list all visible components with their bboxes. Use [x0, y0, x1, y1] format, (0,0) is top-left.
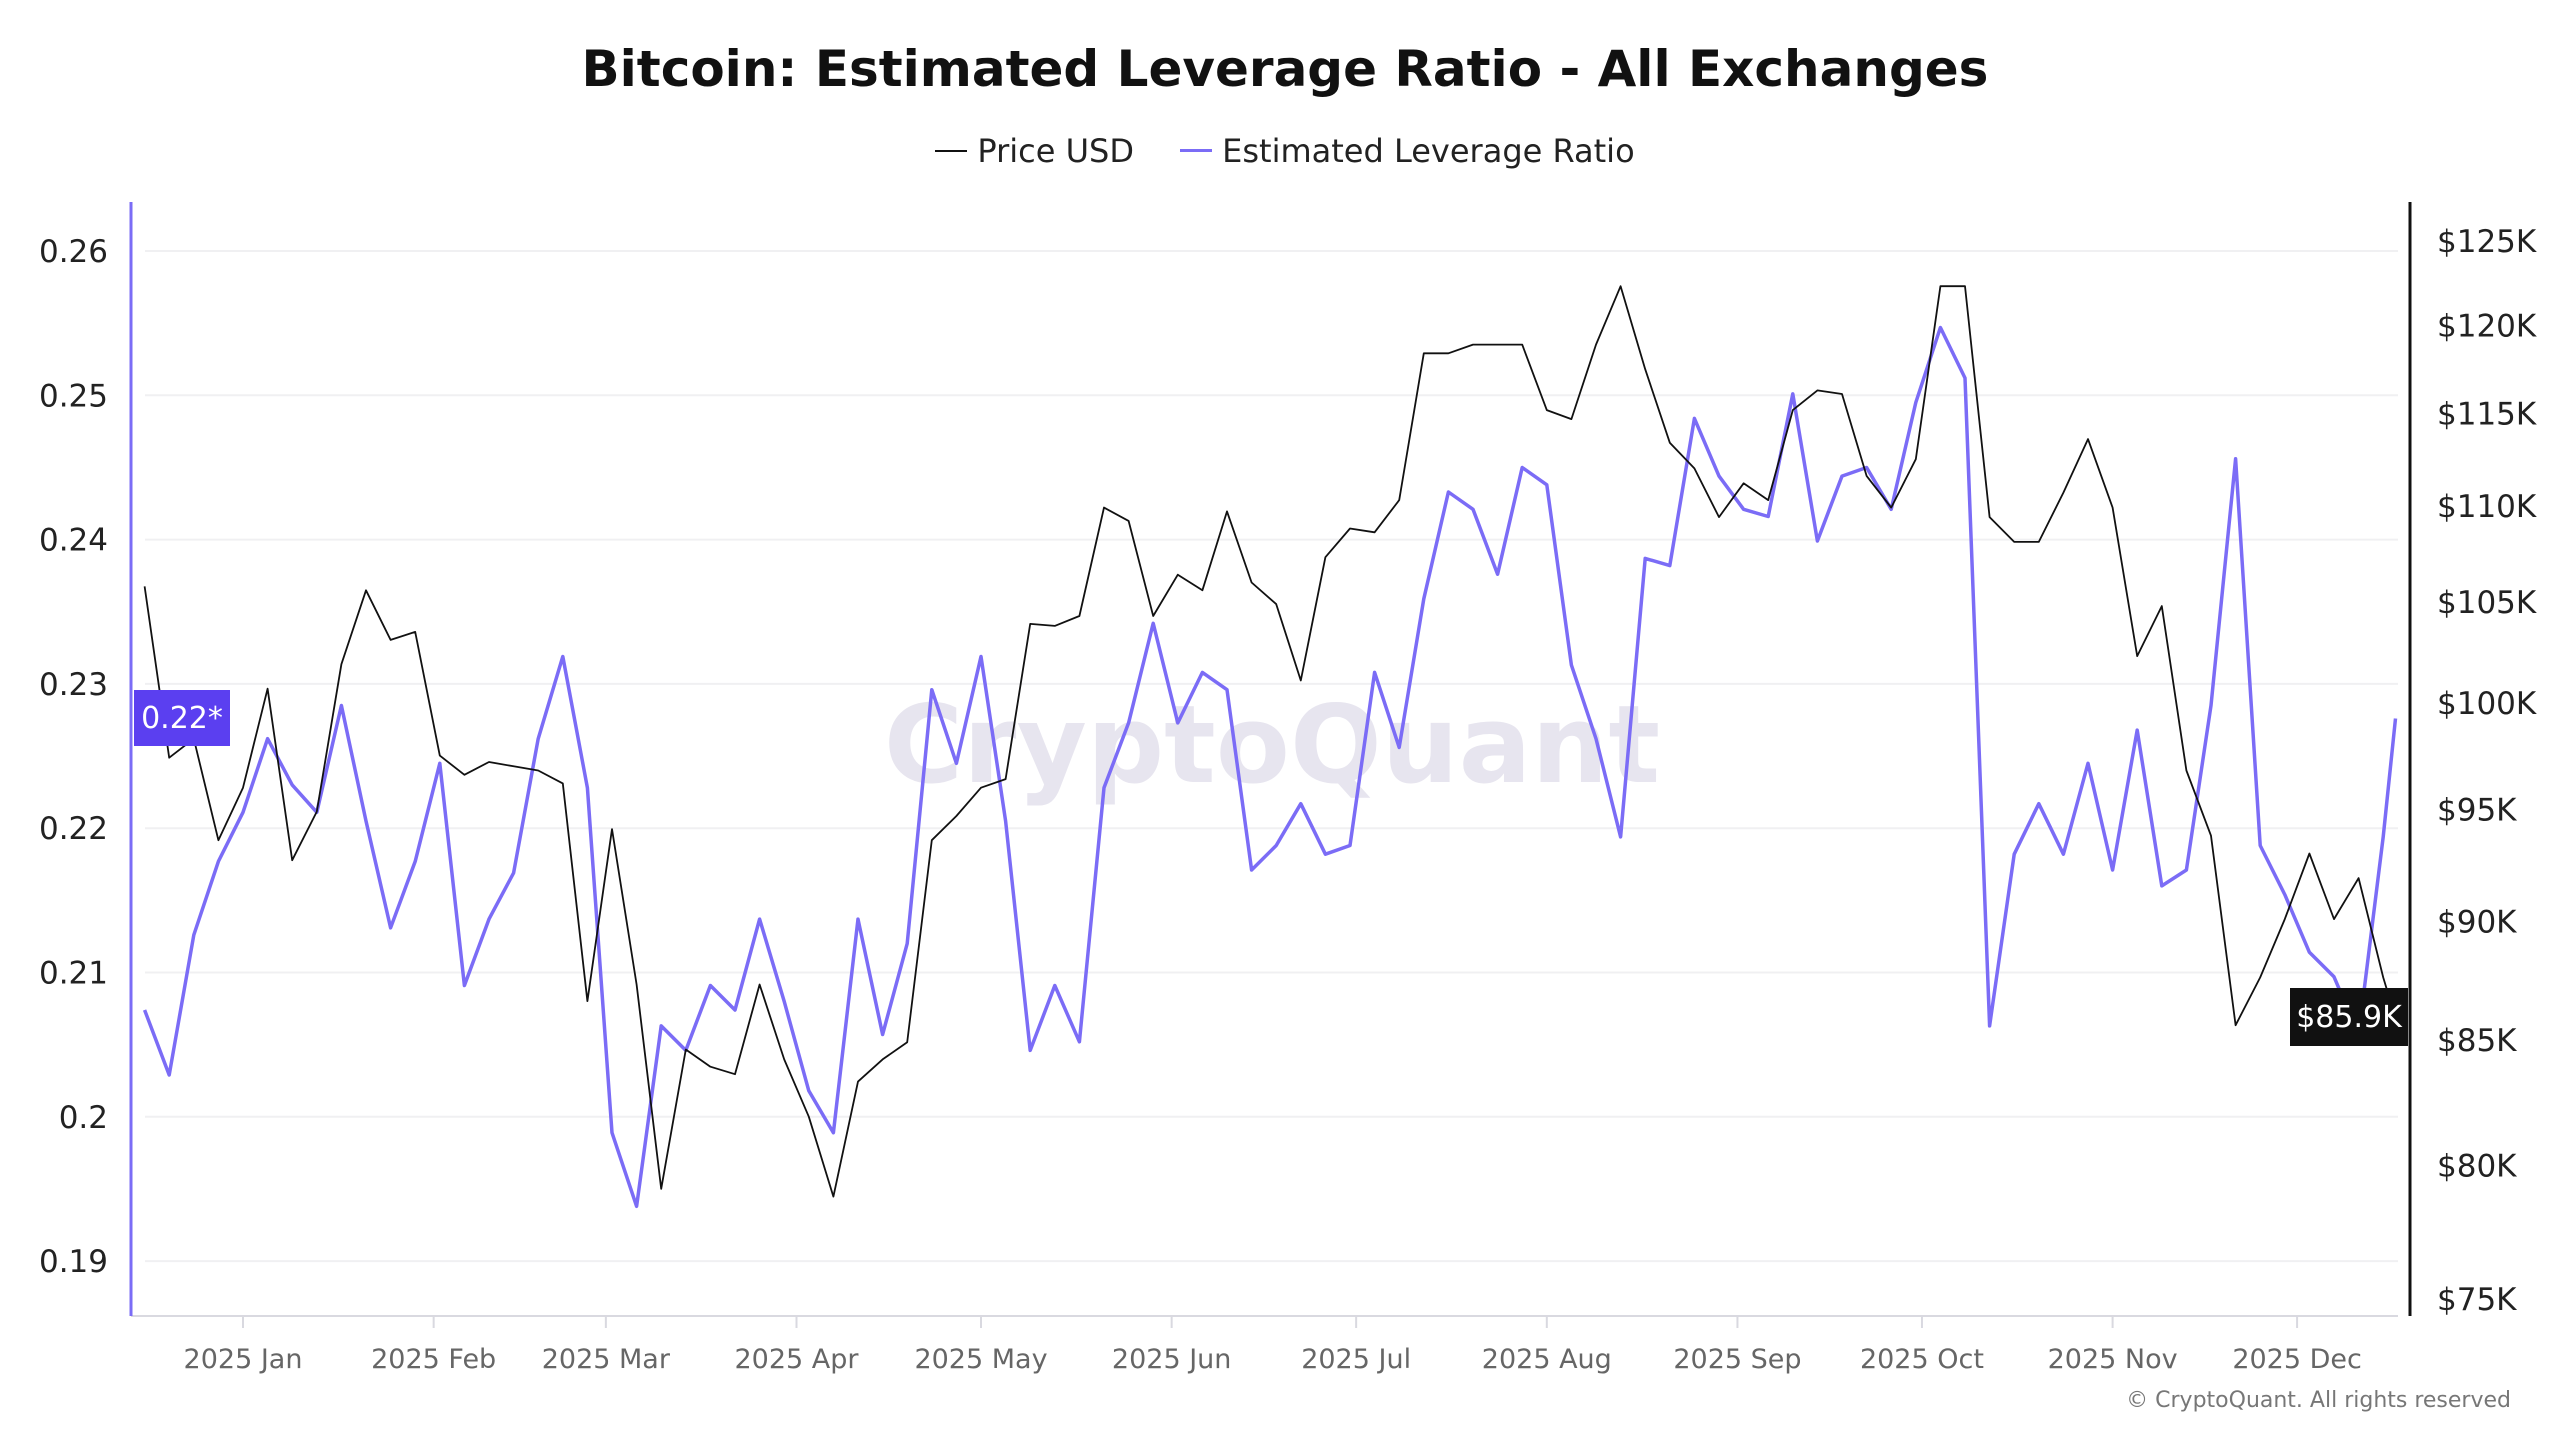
right-tick-label: $110K [2437, 489, 2537, 525]
left-axis: 0.26 0.25 0.24 0.23 0.22 0.21 0.2 0.19 [39, 202, 133, 1316]
legend-label-leverage: Estimated Leverage Ratio [1222, 131, 1635, 170]
x-tick-label: 2025 Feb [371, 1344, 496, 1375]
x-tick-label: 2025 Aug [1482, 1344, 1612, 1375]
right-tick-label: $100K [2437, 686, 2537, 722]
x-tick-label: 2025 Jul [1301, 1344, 1411, 1375]
left-tick-label: 0.22 [39, 811, 108, 847]
left-tick-label: 0.21 [39, 956, 108, 992]
x-tick-label: 2025 Dec [2232, 1344, 2362, 1375]
gridlines [145, 250, 2398, 1263]
x-tick-label: 2025 Nov [2048, 1344, 2178, 1375]
right-tick-label: $80K [2437, 1148, 2517, 1184]
left-tick-label: 0.2 [59, 1100, 108, 1136]
legend: Price USD Estimated Leverage Ratio [0, 122, 2560, 170]
right-tick-label: $105K [2437, 585, 2537, 621]
right-tick-label: $115K [2437, 397, 2537, 433]
right-tick-label: $120K [2437, 309, 2537, 345]
right-tick-label: $90K [2437, 904, 2517, 940]
right-tick-label: $75K [2437, 1282, 2517, 1318]
legend-item-leverage[interactable]: Estimated Leverage Ratio [1180, 132, 1635, 170]
legend-swatch-price [935, 150, 968, 152]
right-tick-label: $95K [2437, 792, 2517, 828]
watermark: CryptoQuant [884, 683, 1660, 808]
left-tick-label: 0.24 [39, 523, 108, 559]
leverage-ratio-line [142, 325, 2398, 1209]
legend-label-price: Price USD [977, 132, 1134, 170]
series-lines [142, 285, 2398, 1209]
right-tick-label: $85K [2437, 1023, 2517, 1059]
left-tick-label: 0.26 [39, 234, 108, 270]
left-tick-label: 0.23 [39, 667, 108, 703]
right-tick-label: $125K [2437, 224, 2537, 260]
x-tick-label: 2025 Jan [184, 1344, 303, 1375]
leverage-current-badge: 0.22* [134, 690, 230, 746]
x-tick-label: 2025 Apr [734, 1344, 859, 1375]
left-tick-label: 0.25 [39, 378, 108, 414]
x-tick-label: 2025 Oct [1860, 1344, 1984, 1375]
price-current-badge: $85.9K [2290, 988, 2408, 1046]
legend-swatch-leverage [1180, 149, 1213, 152]
chart-title: Bitcoin: Estimated Leverage Ratio - All … [581, 40, 1989, 98]
price-usd-line [143, 285, 2397, 1198]
left-tick-label: 0.19 [39, 1244, 108, 1280]
right-axis: $125K $120K $115K $110K $105K $100K $95K $90K $8… [2408, 202, 2537, 1318]
x-tick-label: 2025 Jun [1112, 1344, 1231, 1375]
x-axis: 2025 Jan 2025 Feb 2025 Mar 2025 Apr 2025 May… [131, 1315, 2398, 1375]
x-tick-label: 2025 Mar [542, 1344, 671, 1375]
x-tick-label: 2025 May [914, 1344, 1047, 1375]
x-tick-label: 2025 Sep [1673, 1344, 1801, 1375]
legend-item-price[interactable]: Price USD [935, 132, 1134, 170]
copyright-footer: © CryptoQuant. All rights reserved [2126, 1388, 2511, 1413]
